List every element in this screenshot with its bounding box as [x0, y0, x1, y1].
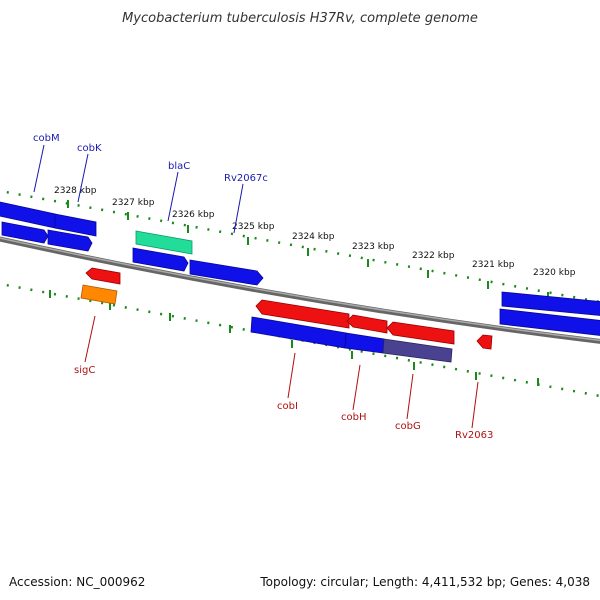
gene-cobI-upper[interactable]: [255, 299, 350, 329]
scale-label-2325: 2325 kbp: [232, 222, 275, 232]
gene-cobG-upper[interactable]: [386, 321, 455, 345]
scale-label-2320: 2320 kbp: [533, 268, 576, 278]
gene-blaC[interactable]: [135, 230, 193, 255]
accession-text: Accession: NC_000962: [9, 575, 145, 589]
major-ticks-outer: [67, 200, 549, 300]
gene-Rv2067c[interactable]: [189, 259, 264, 286]
reverse-strand-genes: [80, 267, 493, 363]
genome-summary-text: Topology: circular; Length: 4,411,532 bp…: [259, 575, 590, 589]
gene-reverse-1[interactable]: [85, 267, 121, 285]
genome-backbone-highlight: [0, 237, 600, 342]
scale-label-2326: 2326 kbp: [172, 210, 215, 220]
gene-cobG[interactable]: [382, 338, 453, 363]
label-cobI[interactable]: cobI: [277, 401, 298, 412]
scale-label-2327: 2327 kbp: [112, 198, 155, 208]
gene-cobH-upper[interactable]: [346, 314, 388, 334]
label-Rv2063[interactable]: Rv2063: [455, 430, 493, 441]
genome-backbone: [0, 236, 600, 344]
scale-label-2321: 2321 kbp: [472, 260, 515, 270]
label-Rv2067c[interactable]: Rv2067c: [224, 173, 268, 184]
scale-label-2322: 2322 kbp: [412, 251, 455, 261]
gene-forward-1[interactable]: [1, 221, 49, 244]
label-blaC[interactable]: blaC: [168, 161, 190, 172]
scale-label-2328: 2328 kbp: [54, 186, 97, 196]
gene-cobK[interactable]: [54, 213, 97, 237]
callout-lines-reverse: [84, 315, 479, 429]
callout-lines: [33, 144, 244, 234]
gene-labels-reverse: sigC cobI cobH cobG Rv2063: [74, 365, 493, 441]
gene-forward-2[interactable]: [47, 229, 93, 252]
label-sigC[interactable]: sigC: [74, 365, 95, 376]
gene-forward-3[interactable]: [132, 247, 189, 272]
forward-strand-genes: [0, 201, 600, 336]
label-cobM[interactable]: cobM: [33, 133, 60, 144]
scale-labels: 2328 kbp 2327 kbp 2326 kbp 2325 kbp 2324…: [54, 186, 576, 278]
gene-labels-forward: cobM cobK blaC Rv2067c: [33, 133, 268, 184]
label-cobG[interactable]: cobG: [395, 421, 421, 432]
scale-label-2324: 2324 kbp: [292, 232, 335, 242]
gene-Rv2063[interactable]: [476, 334, 493, 350]
gene-cobH[interactable]: [344, 332, 385, 354]
gene-forward-4[interactable]: [501, 291, 600, 316]
label-cobH[interactable]: cobH: [341, 412, 366, 423]
gene-sigC[interactable]: [80, 284, 118, 305]
scale-label-2323: 2323 kbp: [352, 242, 395, 252]
map-title: Mycobacterium tuberculosis H37Rv, comple…: [122, 11, 478, 26]
label-cobK[interactable]: cobK: [77, 143, 102, 154]
gene-forward-5[interactable]: [499, 308, 600, 336]
